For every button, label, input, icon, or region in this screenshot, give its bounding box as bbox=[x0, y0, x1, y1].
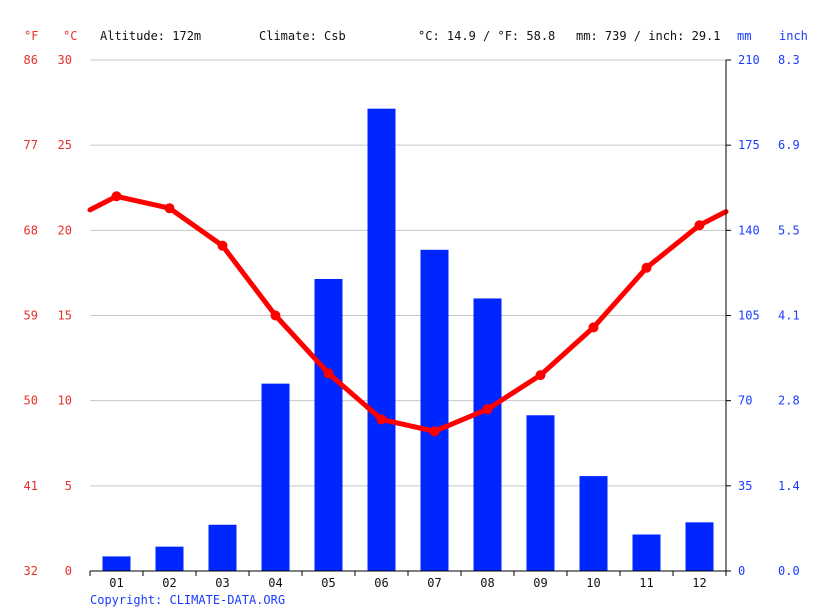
inch-tick-label: 5.5 bbox=[778, 223, 800, 237]
temperature-polyline bbox=[87, 193, 729, 434]
fahrenheit-tick-label: 77 bbox=[24, 138, 38, 152]
fahrenheit-tick-label: 41 bbox=[24, 479, 38, 493]
gridlines bbox=[90, 59, 726, 487]
month-tick-label: 07 bbox=[427, 576, 441, 590]
left-axis-ticks: 32 0 41 5 50 10 59 15 68 20 77 25 86 30 bbox=[24, 53, 72, 578]
inch-tick-label: 8.3 bbox=[778, 53, 800, 67]
climate-label: Climate: Csb bbox=[259, 29, 346, 43]
inch-tick-label: 6.9 bbox=[778, 138, 800, 152]
temperature-line bbox=[87, 191, 729, 437]
unit-inch-label: inch bbox=[779, 29, 808, 43]
fahrenheit-tick-label: 86 bbox=[24, 53, 38, 67]
unit-fahrenheit-label: °F bbox=[24, 29, 38, 43]
precipitation-total-label: mm: 739 / inch: 29.1 bbox=[576, 29, 721, 43]
temperature-point bbox=[535, 370, 546, 381]
fahrenheit-tick-label: 50 bbox=[24, 394, 38, 408]
temperature-average-label: °C: 14.9 / °F: 58.8 bbox=[418, 29, 555, 43]
celsius-tick-label: 20 bbox=[58, 223, 72, 237]
temperature-point bbox=[482, 404, 493, 415]
precipitation-bars bbox=[102, 108, 714, 572]
mm-tick-label: 0 bbox=[738, 564, 745, 578]
precipitation-bar bbox=[102, 556, 131, 571]
mm-tick-label: 140 bbox=[738, 223, 760, 237]
precipitation-bar bbox=[526, 415, 555, 571]
mm-tick-label: 175 bbox=[738, 138, 760, 152]
temperature-point bbox=[694, 220, 705, 231]
month-tick-label: 05 bbox=[321, 576, 335, 590]
precipitation-bar bbox=[420, 249, 449, 572]
month-tick-label: 06 bbox=[374, 576, 388, 590]
right-axis-ticks: 0 0.0 35 1.4 70 2.8 105 4.1 140 5.5 175 6.9 210 8.3 bbox=[738, 53, 800, 578]
temperature-point bbox=[376, 414, 387, 425]
celsius-tick-label: 10 bbox=[58, 394, 72, 408]
month-tick-label: 08 bbox=[480, 576, 494, 590]
temperature-point bbox=[270, 310, 281, 321]
fahrenheit-tick-label: 59 bbox=[24, 309, 38, 323]
precipitation-bar bbox=[155, 546, 184, 571]
temperature-point bbox=[429, 426, 440, 437]
month-tick-label: 03 bbox=[215, 576, 229, 590]
temperature-point bbox=[217, 240, 228, 251]
unit-celsius-label: °C bbox=[63, 29, 77, 43]
celsius-tick-label: 0 bbox=[65, 564, 72, 578]
inch-tick-label: 0.0 bbox=[778, 564, 800, 578]
inch-tick-label: 2.8 bbox=[778, 394, 800, 408]
inch-tick-label: 4.1 bbox=[778, 309, 800, 323]
month-tick-label: 10 bbox=[586, 576, 600, 590]
temperature-point bbox=[111, 191, 122, 202]
mm-tick-label: 70 bbox=[738, 394, 752, 408]
altitude-label: Altitude: 172m bbox=[100, 29, 201, 43]
precipitation-bar bbox=[632, 534, 661, 571]
temperature-point bbox=[164, 203, 175, 214]
precipitation-bar bbox=[314, 279, 343, 571]
x-axis-ticks: 01 02 03 04 05 06 07 08 09 10 11 12 bbox=[109, 576, 706, 590]
month-tick-label: 04 bbox=[268, 576, 282, 590]
temperature-point bbox=[323, 368, 334, 379]
temperature-point bbox=[641, 262, 652, 273]
mm-tick-label: 35 bbox=[738, 479, 752, 493]
celsius-tick-label: 30 bbox=[58, 53, 72, 67]
precipitation-bar bbox=[473, 298, 502, 571]
inch-tick-label: 1.4 bbox=[778, 479, 800, 493]
month-tick-label: 12 bbox=[692, 576, 706, 590]
copyright-footer: Copyright: CLIMATE-DATA.ORG bbox=[90, 593, 285, 607]
precipitation-bar bbox=[367, 108, 396, 572]
precipitation-bar bbox=[208, 524, 237, 571]
celsius-tick-label: 5 bbox=[65, 479, 72, 493]
mm-tick-label: 210 bbox=[738, 53, 760, 67]
month-tick-label: 09 bbox=[533, 576, 547, 590]
celsius-tick-label: 15 bbox=[58, 309, 72, 323]
month-tick-label: 01 bbox=[109, 576, 123, 590]
precipitation-bar bbox=[685, 522, 714, 571]
axes bbox=[89, 59, 731, 576]
precipitation-bar bbox=[579, 476, 608, 571]
temperature-point bbox=[588, 322, 599, 333]
precipitation-bar bbox=[261, 383, 290, 571]
month-tick-label: 11 bbox=[639, 576, 653, 590]
unit-mm-label: mm bbox=[737, 29, 751, 43]
mm-tick-label: 105 bbox=[738, 309, 760, 323]
fahrenheit-tick-label: 32 bbox=[24, 564, 38, 578]
fahrenheit-tick-label: 68 bbox=[24, 223, 38, 237]
month-tick-label: 02 bbox=[162, 576, 176, 590]
celsius-tick-label: 25 bbox=[58, 138, 72, 152]
